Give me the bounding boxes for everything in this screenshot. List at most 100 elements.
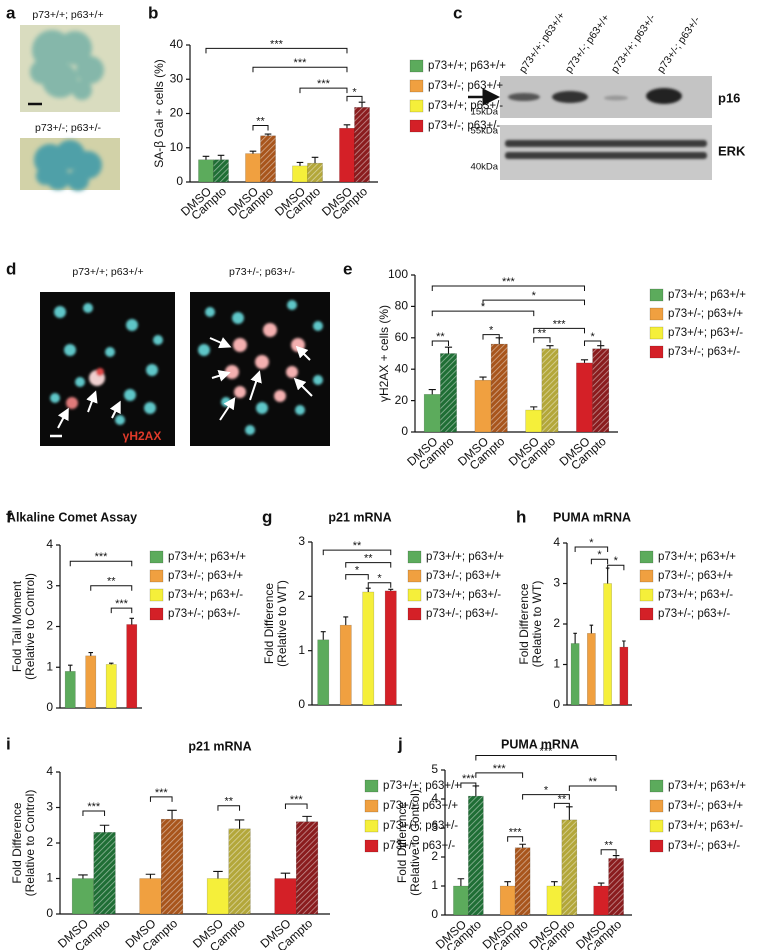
y-tick-label: 40 (395, 361, 409, 375)
error-bar (580, 359, 589, 363)
bar (93, 832, 116, 915)
legend-swatch (364, 819, 379, 833)
significance-bracket (431, 340, 449, 346)
legend-swatch (649, 799, 664, 813)
y-tick-label: 3 (298, 534, 305, 548)
bar (592, 348, 610, 433)
error-bar (167, 809, 177, 820)
legend-swatch (649, 307, 664, 321)
significance-bracket (82, 810, 106, 817)
legend-label: p73+/-; p63+/- (426, 608, 498, 620)
bar (260, 135, 276, 183)
y-axis-label: Fold Difference (262, 583, 276, 664)
significance-bracket (607, 564, 625, 571)
y-tick-label: 40 (170, 37, 184, 51)
y-tick-label: 1 (553, 657, 560, 671)
y-axis-label: γH2AX + cells (%) (377, 305, 391, 402)
significance-bracket (482, 334, 500, 340)
significance-label: *** (294, 57, 308, 69)
significance-bracket (522, 794, 570, 800)
legend-swatch (649, 819, 664, 833)
y-tick-label: 0 (176, 174, 183, 188)
chart-title: p21 mRNA (188, 739, 251, 753)
bar (453, 885, 469, 916)
bar (317, 639, 330, 706)
chart-title: Alkaline Comet Assay (7, 510, 137, 524)
significance-bracket (217, 805, 241, 811)
y-tick-label: 3 (553, 576, 560, 590)
bar (490, 343, 508, 433)
fluorescence-image (40, 292, 175, 446)
legend-label: p73+/-; p63+/+ (668, 308, 743, 320)
bar (570, 643, 580, 706)
error-bar (99, 824, 110, 833)
significance-label: * (597, 549, 602, 561)
marker-label: 55kDa (471, 126, 499, 137)
legend-label: p73+/-; p63+/- (383, 840, 455, 852)
significance-label: *** (95, 551, 109, 563)
y-tick-label: 1 (298, 643, 305, 657)
chart-title: PUMA mRNA (553, 510, 631, 524)
legend-label: p73+/-; p63+/+ (668, 800, 743, 812)
y-axis-label: Fold Difference (10, 802, 24, 883)
bar (561, 819, 578, 916)
legend-swatch (649, 779, 664, 793)
significance-label: * (589, 537, 594, 549)
y-tick-label: 0 (401, 424, 408, 438)
legend-label: p73+/-; p63+/+ (428, 80, 503, 92)
y-axis-label: (Relative to WT) (275, 580, 289, 667)
bar (228, 828, 251, 915)
y-tick-label: 3 (431, 820, 438, 834)
error-bar (280, 872, 291, 879)
significance-bracket (475, 772, 524, 778)
bar (384, 590, 397, 706)
legend-label: p73+/+; p63+/- (426, 589, 501, 601)
band-label: ERK (718, 143, 746, 158)
y-axis-label: (Relative to Control) (408, 789, 422, 896)
y-tick-label: 1 (46, 871, 53, 885)
significance-label: ** (538, 328, 547, 340)
microscopy-image (20, 138, 120, 191)
legend-swatch (409, 59, 424, 73)
y-tick-label: 3 (46, 800, 53, 814)
error-bar (589, 624, 594, 634)
error-bar (311, 156, 319, 164)
significance-label: *** (493, 763, 507, 775)
error-bar (249, 150, 257, 154)
bar (423, 394, 441, 433)
legend-swatch (364, 839, 379, 853)
image-caption: p73+/+; p63+/+ (32, 9, 103, 21)
bar (362, 591, 375, 706)
legend-label: p73+/+; p63+/- (658, 589, 733, 601)
y-tick-label: 3 (46, 578, 53, 592)
error-bar (108, 662, 114, 665)
significance-label: * (352, 86, 357, 98)
fluorescence-image (190, 292, 330, 446)
significance-label: ** (256, 115, 265, 127)
y-axis-label: (Relative to WT) (530, 581, 544, 668)
error-bar (479, 376, 487, 381)
legend-swatch (409, 119, 424, 133)
legend-swatch (639, 607, 654, 621)
legend-label: p73+/+; p63+/+ (383, 780, 461, 792)
significance-label: * (489, 325, 494, 337)
significance-label: ** (224, 796, 233, 808)
y-axis-label: (Relative to Control) (23, 790, 37, 897)
legend-swatch (639, 588, 654, 602)
y-axis-label: Fold Tail Moment (10, 580, 24, 672)
legend-label: p73+/+; p63+/+ (668, 780, 746, 792)
legend-swatch (149, 588, 164, 602)
error-bar (428, 389, 436, 395)
bar (354, 107, 370, 183)
bar (514, 847, 531, 916)
legend-swatch (407, 569, 422, 583)
western-blot (468, 76, 712, 180)
y-tick-label: 0 (298, 697, 305, 711)
error-bar (213, 870, 223, 879)
y-tick-label: 60 (395, 330, 409, 344)
legend-label: p73+/+; p63+/- (168, 589, 243, 601)
bar (587, 633, 596, 706)
bar (126, 624, 138, 709)
bar (525, 409, 543, 433)
